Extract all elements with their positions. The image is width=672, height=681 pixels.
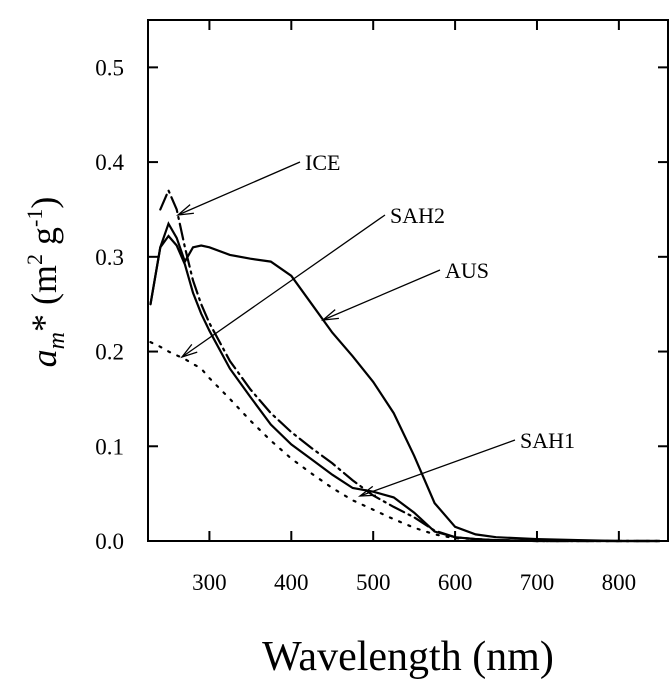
annotation-arrow [322, 269, 441, 321]
series-line [149, 341, 661, 543]
series-line [159, 187, 661, 543]
series-label: AUS [445, 258, 489, 283]
x-axis-label: Wavelength (nm) [262, 634, 554, 680]
x-tick-label: 600 [438, 570, 473, 595]
x-tick-label: 700 [520, 570, 555, 595]
plot-frame [147, 19, 669, 542]
y-label-part: * (m [24, 265, 64, 332]
series-label: ICE [305, 150, 340, 175]
x-tick-label: 300 [192, 570, 227, 595]
y-label-part: a [24, 349, 64, 367]
y-tick-label: 0.0 [95, 529, 124, 554]
x-tick-label: 500 [356, 570, 391, 595]
annotation-arrowhead [180, 343, 198, 359]
annotation-arrow [177, 161, 301, 216]
y-label-part: g [24, 227, 64, 254]
x-tick-label: 400 [274, 570, 309, 595]
y-tick-label: 0.4 [95, 150, 124, 175]
y-label-part: ) [24, 197, 64, 209]
y-tick-label: 0.1 [95, 434, 124, 459]
x-tick-label: 800 [602, 570, 637, 595]
annotation-arrowhead [175, 204, 194, 216]
y-axis-label: am* (m2 g-1) [22, 197, 70, 368]
y-tick-label: 0.2 [95, 340, 124, 365]
series-label: SAH2 [390, 203, 445, 228]
y-label-part: 2 [22, 254, 47, 265]
annotation-arrowhead [320, 309, 339, 321]
y-label-part: m [44, 332, 70, 349]
series-line [149, 221, 661, 543]
annotation-arrowhead [357, 485, 377, 497]
series-line [149, 234, 661, 543]
series-label: SAH1 [520, 428, 575, 453]
annotation-arrow [181, 214, 386, 358]
annotation-arrow [359, 439, 516, 497]
y-tick-label: 0.5 [95, 55, 124, 80]
y-tick-label: 0.3 [95, 245, 124, 270]
y-label-part: -1 [22, 209, 47, 227]
